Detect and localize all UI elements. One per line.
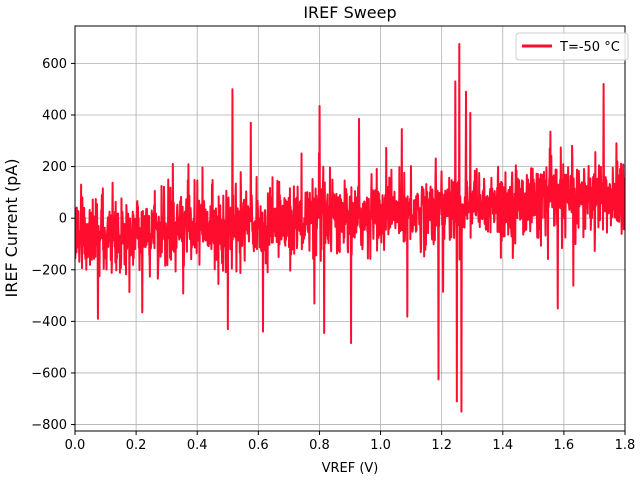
chart-title: IREF Sweep bbox=[303, 3, 396, 22]
y-tick-label: −600 bbox=[31, 366, 67, 381]
legend: T=-50 °C bbox=[515, 32, 629, 61]
y-tick-label: 600 bbox=[42, 57, 67, 72]
x-axis: 0.0 0.2 0.4 0.6 0.8 1.0 1.2 1.4 1.6 1.8 bbox=[65, 431, 636, 453]
x-tick-label: 0.6 bbox=[248, 438, 269, 453]
y-tick-label: −200 bbox=[31, 263, 67, 278]
x-tick-label: 0.2 bbox=[126, 438, 147, 453]
y-tick-label: −800 bbox=[31, 418, 67, 433]
x-tick-label: 0.4 bbox=[187, 438, 208, 453]
y-tick-label: 400 bbox=[42, 108, 67, 123]
y-tick-label: 200 bbox=[42, 160, 67, 175]
series-line-t-50 bbox=[75, 43, 625, 413]
x-tick-label: 1.8 bbox=[615, 438, 636, 453]
x-tick-label: 1.6 bbox=[554, 438, 575, 453]
y-tick-label: 0 bbox=[59, 212, 67, 227]
plot-area bbox=[75, 43, 625, 413]
plot-frame bbox=[74, 25, 626, 432]
y-axis: −800 −600 −400 −200 0 200 400 600 bbox=[31, 57, 75, 433]
x-tick-label: 0.8 bbox=[309, 438, 330, 453]
x-tick-label: 1.4 bbox=[492, 438, 513, 453]
y-tick-label: −400 bbox=[31, 315, 67, 330]
legend-label: T=-50 °C bbox=[559, 40, 620, 55]
x-tick-label: 1.2 bbox=[431, 438, 452, 453]
y-axis-label: IREF Current (pA) bbox=[2, 159, 21, 298]
legend-box bbox=[515, 32, 629, 61]
x-axis-label: VREF (V) bbox=[322, 461, 379, 476]
x-tick-label: 0.0 bbox=[65, 438, 86, 453]
x-tick-label: 1.0 bbox=[370, 438, 391, 453]
